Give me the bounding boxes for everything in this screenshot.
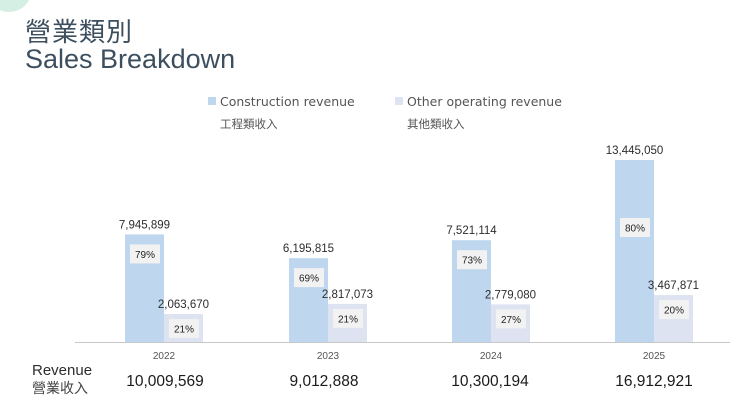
x-tick-label-2023: 2023 xyxy=(317,351,340,362)
value-label-other-2023: 2,817,073 xyxy=(322,289,373,301)
legend-swatch-construction xyxy=(208,97,216,105)
legend-label-other-zh: 其他類收入 xyxy=(407,117,465,131)
percent-box-other-2022 xyxy=(169,319,199,339)
legend-label-construction-zh: 工程類收入 xyxy=(220,117,278,131)
value-label-construction-2025: 13,445,050 xyxy=(606,145,664,157)
value-label-other-2022: 2,063,670 xyxy=(158,299,209,311)
revenue-total-2022: 10,009,569 xyxy=(126,373,204,390)
value-label-construction-2022: 7,945,899 xyxy=(119,219,170,231)
revenue-label: Revenue 營業收入 xyxy=(32,362,92,398)
value-label-construction-2024: 7,521,114 xyxy=(446,225,497,237)
x-tick-label-2024: 2024 xyxy=(480,351,503,362)
revenue-label-zh: 營業收入 xyxy=(32,381,88,397)
value-label-construction-2023: 6,195,815 xyxy=(283,243,334,255)
percent-box-construction-2022 xyxy=(130,244,160,264)
percent-label-construction-2024: 73% xyxy=(462,256,482,267)
revenue-total-2025: 16,912,921 xyxy=(615,373,693,390)
percent-label-other-2025: 20% xyxy=(664,306,684,317)
legend-item-other: Other operating revenue 其他類收入 xyxy=(395,94,562,132)
bar-construction-2025 xyxy=(615,160,654,342)
percent-box-other-2023 xyxy=(333,308,363,328)
revenue-label-en: Revenue xyxy=(32,362,93,379)
percent-label-other-2023: 21% xyxy=(338,314,358,325)
legend-swatch-other xyxy=(395,97,403,105)
legend-label-construction: Construction revenue xyxy=(220,94,355,109)
page-title: Sales Breakdown xyxy=(25,44,236,74)
percent-label-construction-2022: 79% xyxy=(135,250,155,261)
percent-label-construction-2023: 69% xyxy=(299,274,319,285)
percent-label-other-2022: 21% xyxy=(174,325,194,336)
value-label-other-2025: 3,467,871 xyxy=(648,280,699,292)
legend-item-construction: Construction revenue 工程類收入 xyxy=(208,94,355,132)
x-tick-label-2022: 2022 xyxy=(153,351,176,362)
revenue-total-2024: 10,300,194 xyxy=(451,373,529,390)
percent-label-other-2024: 27% xyxy=(501,315,521,326)
revenue-total-2023: 9,012,888 xyxy=(289,373,359,390)
percent-label-construction-2025: 80% xyxy=(625,224,645,235)
percent-box-construction-2025 xyxy=(620,218,650,237)
percent-box-construction-2024 xyxy=(457,250,487,270)
percent-box-other-2025 xyxy=(659,300,689,320)
x-tick-label-2025: 2025 xyxy=(643,351,666,362)
legend-label-other: Other operating revenue xyxy=(407,94,562,109)
page-title-zh: 營業類別 xyxy=(25,18,134,48)
percent-box-other-2024 xyxy=(496,309,526,329)
percent-box-construction-2023 xyxy=(294,268,324,288)
value-label-other-2024: 2,779,080 xyxy=(485,289,536,301)
